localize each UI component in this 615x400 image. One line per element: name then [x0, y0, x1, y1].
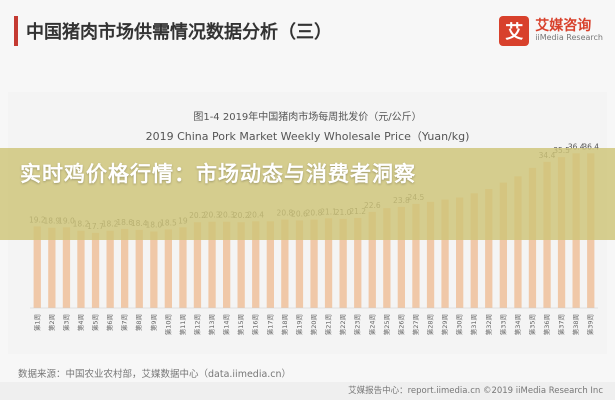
bar-24	[368, 211, 376, 308]
figure-label: 图1-4 2019年中国猪肉市场每周批发价（元/公斤）	[193, 112, 422, 123]
bar-20	[310, 219, 318, 308]
bar-34	[514, 176, 522, 309]
title-accent-bar	[14, 16, 18, 46]
x-tick-label: 第9周	[149, 314, 158, 331]
footer-text: 艾媒报告中心：report.iimedia.cn ©2019 iiMedia R…	[348, 386, 603, 396]
headline-banner	[0, 148, 615, 240]
bar-2	[48, 227, 56, 308]
x-tick-label: 第16周	[251, 314, 260, 335]
bar-26	[397, 206, 405, 308]
x-tick-label: 第26周	[396, 314, 405, 335]
header: 中国猪肉市场供需情况数据分析（三） 艾 艾媒咨询 iiMedia Researc…	[0, 0, 615, 62]
x-tick-label: 第19周	[294, 314, 303, 335]
bar-value-label: 36.4	[568, 142, 585, 151]
bar-15	[237, 222, 245, 308]
bar-29	[441, 199, 449, 308]
bar-5	[91, 232, 100, 308]
bar-6	[106, 230, 114, 308]
bar-21	[324, 218, 333, 308]
x-tick-label: 第29周	[440, 314, 449, 335]
brand-logo: 艾 艾媒咨询 iiMedia Research	[499, 14, 603, 48]
logo-icon: 艾	[499, 16, 530, 46]
bar-9	[150, 231, 158, 308]
x-tick-label: 第17周	[265, 314, 274, 335]
bar-17	[266, 221, 274, 308]
bar-19	[295, 220, 304, 308]
x-tick-label: 第38周	[571, 314, 580, 335]
page-title: 中国猪肉市场供需情况数据分析（三）	[26, 22, 332, 43]
bar-23	[354, 217, 362, 308]
bar-28	[426, 201, 435, 309]
x-tick-label: 第25周	[382, 314, 391, 335]
x-tick-label: 第24周	[367, 314, 376, 335]
bar-31	[470, 193, 478, 309]
bar-30	[456, 197, 464, 308]
bar-27	[412, 203, 420, 308]
x-tick-label: 第13周	[207, 314, 216, 335]
x-tick-label: 第4周	[76, 314, 85, 331]
data-source: 数据来源：中国农业农村部，艾媒数据中心（data.iimedia.cn）	[18, 369, 292, 380]
x-tick-label: 第37周	[557, 314, 566, 335]
headline: 实时鸡价格行情：市场动态与消费者洞察	[20, 162, 416, 186]
bar-12	[193, 222, 202, 308]
x-tick-label: 第5周	[91, 314, 100, 331]
x-tick-label: 第23周	[353, 314, 362, 335]
x-tick-label: 第33周	[498, 314, 507, 335]
footer-bar	[0, 382, 615, 400]
bar-7	[121, 228, 129, 308]
x-tick-label: 第6周	[105, 314, 114, 331]
x-tick-label: 第8周	[134, 314, 143, 331]
x-tick-label: 第7周	[120, 314, 129, 331]
bar-10	[164, 229, 172, 308]
logo-name-en: iiMedia Research	[535, 33, 603, 43]
x-tick-label: 第3周	[61, 314, 70, 331]
bar-16	[252, 221, 260, 308]
x-tick-label: 第32周	[484, 314, 493, 335]
logo-name-cn: 艾媒咨询	[535, 17, 592, 34]
bar-13	[208, 221, 216, 308]
x-tick-label: 第10周	[163, 314, 172, 335]
bar-25	[383, 208, 391, 308]
bar-1	[33, 226, 41, 308]
chart-title: 2019 China Pork Market Weekly Wholesale …	[145, 130, 470, 143]
bar-18	[281, 219, 289, 308]
x-tick-label: 第11周	[178, 314, 187, 335]
x-tick-label: 第39周	[586, 314, 595, 335]
x-tick-label: 第34周	[513, 314, 522, 335]
x-tick-label: 第22周	[338, 314, 347, 335]
bar-value-label: 36.4	[582, 142, 599, 151]
bar-14	[223, 221, 231, 308]
bar-33	[499, 182, 507, 308]
bar-22	[339, 218, 347, 309]
x-tick-label: 第27周	[411, 314, 420, 335]
x-tick-label: 第14周	[222, 314, 231, 335]
x-tick-label: 第35周	[528, 314, 537, 335]
x-tick-label: 第12周	[193, 314, 202, 335]
x-tick-label: 第2周	[47, 314, 56, 331]
bar-3	[62, 227, 71, 309]
bar-4	[77, 230, 85, 308]
bar-11	[179, 227, 187, 309]
x-tick-label: 第15周	[236, 314, 245, 335]
bar-8	[135, 229, 143, 308]
x-tick-label: 第31周	[469, 314, 478, 335]
logo-text: 艾媒咨询 iiMedia Research	[535, 17, 603, 43]
bar-32	[485, 189, 493, 308]
x-tick-label: 第18周	[280, 314, 289, 335]
x-tick-label: 第28周	[426, 314, 435, 335]
x-tick-label: 第21周	[324, 314, 333, 335]
x-tick-label: 第20周	[309, 314, 318, 335]
x-tick-label: 第36周	[542, 314, 551, 335]
x-tick-label: 第1周	[32, 314, 41, 331]
x-tick-label: 第30周	[455, 314, 464, 335]
